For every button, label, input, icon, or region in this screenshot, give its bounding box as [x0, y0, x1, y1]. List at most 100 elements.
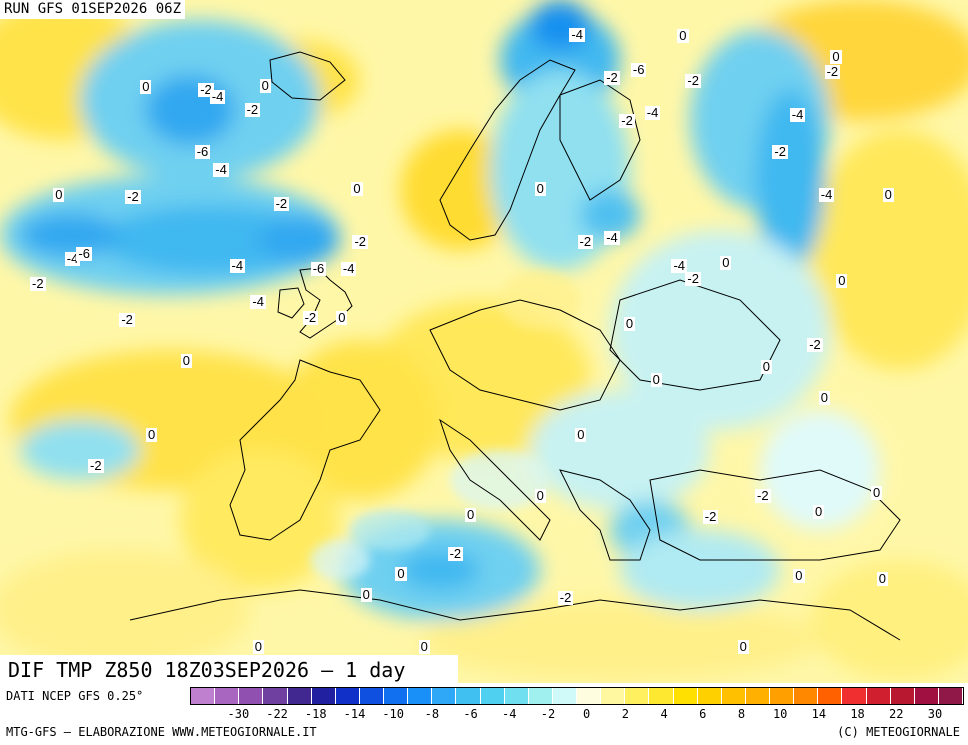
contour-label: -2 [88, 457, 104, 473]
legend-swatch [721, 688, 746, 704]
legend-tick-label: 6 [699, 707, 707, 721]
contour-label: -2 [119, 312, 135, 328]
contour-label: -2 [772, 143, 788, 159]
data-source: DATI NCEP GFS 0.25° [6, 689, 144, 703]
contour-label: -2 [125, 189, 141, 205]
contour-label: 0 [465, 506, 477, 522]
color-scale-ticks: -30 -22 -18 -14 -10 -8 -6 -4 -2 0 2 4 6 8 10 14 18 22 30 [190, 707, 964, 723]
legend-tick-label: -18 [304, 707, 327, 721]
legend-swatch [890, 688, 915, 704]
map-title: DIF TMP Z850 18Z03SEP2026 – 1 day [0, 655, 458, 683]
legend-swatch [938, 688, 963, 704]
contour-label: 0 [259, 77, 271, 93]
contour-label: -4 [604, 230, 620, 246]
contour-label: 0 [351, 180, 363, 196]
contour-label: 0 [760, 359, 773, 375]
color-scale-bar [190, 687, 964, 705]
contour-label: -4 [213, 162, 229, 178]
legend-swatch [649, 688, 674, 704]
legend-swatch [552, 688, 577, 704]
legend-tick-label: 4 [660, 707, 668, 721]
contour-label: -4 [671, 258, 688, 274]
black-sea-anatolia-outline [649, 469, 901, 561]
balkans-outline [559, 469, 651, 561]
contour-label: 0 [180, 353, 193, 369]
legend-swatch [504, 688, 529, 704]
contour-label: 0 [53, 187, 65, 202]
contour-label: -2 [557, 590, 574, 606]
contour-label: -2 [685, 270, 701, 286]
legend-swatch [866, 688, 891, 704]
contour-label: 0 [720, 254, 732, 270]
legend-swatch [239, 688, 264, 704]
legend-swatch [601, 688, 626, 704]
contour-label: -4 [340, 260, 357, 276]
contour-label: 0 [793, 568, 805, 584]
ireland-outline [277, 287, 305, 319]
contour-label: 0 [360, 586, 372, 602]
legend-swatch [432, 688, 457, 704]
temperature-anomaly-field [0, 0, 968, 683]
legend-swatch [480, 688, 505, 704]
legend-swatch [697, 688, 722, 704]
legend-swatch [770, 688, 795, 704]
contour-label: 0 [418, 639, 430, 654]
legend-swatch [794, 688, 819, 704]
legend-swatch [745, 688, 770, 704]
contour-label: -6 [76, 246, 92, 262]
iberia-france-outline [229, 359, 381, 541]
contour-label: -2 [824, 64, 841, 79]
legend-tick-label: 30 [927, 707, 943, 721]
legend-tick-label: 14 [811, 707, 827, 721]
contour-label: -4 [644, 104, 661, 120]
credit-text: MTG-GFS – ELABORAZIONE WWW.METEOGIORNALE… [6, 725, 317, 739]
color-legend: DATI NCEP GFS 0.25° -30 -22 -18 -14 -10 -8 -6-… [0, 683, 968, 745]
contour-label: 0 [882, 187, 894, 202]
contour-label: -2 [447, 546, 464, 562]
contour-label: -2 [685, 72, 701, 88]
legend-tick-label: -6 [463, 707, 478, 721]
legend-tick-label: -14 [343, 707, 366, 721]
contour-label: -2 [702, 509, 719, 525]
legend-tick-label: -10 [382, 707, 405, 721]
contour-label: 0 [140, 78, 152, 94]
contour-label: -2 [619, 113, 635, 129]
contour-label: -2 [30, 275, 46, 291]
legend-swatch [408, 688, 433, 704]
legend-tick-label: 8 [737, 707, 746, 721]
legend-swatch [359, 688, 384, 704]
north-africa-coast [129, 589, 901, 641]
contour-label: -4 [209, 88, 226, 104]
contour-label: 0 [336, 310, 348, 325]
central-europe-border [429, 299, 621, 411]
contour-label: 0 [876, 570, 889, 586]
contour-label: 0 [836, 273, 848, 289]
contour-label: 0 [252, 639, 264, 654]
legend-swatch [191, 688, 216, 704]
legend-tick-label: -30 [227, 707, 250, 721]
contour-label: -4 [229, 258, 246, 274]
copyright-text: (C) METEOGIORNALE [837, 725, 960, 739]
contour-label: -4 [569, 27, 585, 43]
legend-tick-label: 2 [621, 707, 629, 721]
scandinavia-outline [439, 59, 576, 241]
contour-label: 0 [534, 180, 546, 196]
contour-label: -2 [302, 310, 319, 325]
legend-tick-label: -4 [502, 707, 517, 721]
legend-swatch [287, 688, 312, 704]
contour-label: 0 [534, 488, 546, 504]
contour-label: -2 [244, 102, 261, 118]
contour-label: -6 [310, 260, 327, 276]
anomaly-detail [310, 270, 580, 580]
contour-label: 0 [575, 426, 587, 442]
legend-swatch [673, 688, 698, 704]
legend-tick-label: -8 [424, 707, 440, 721]
contour-label: 0 [623, 316, 636, 332]
legend-swatch [818, 688, 843, 704]
contour-label: -2 [807, 337, 823, 353]
legend-swatch [842, 688, 867, 704]
contour-label: -2 [604, 70, 620, 86]
coastlines [129, 51, 901, 641]
legend-swatch [215, 688, 240, 704]
contour-label: 0 [818, 389, 831, 405]
